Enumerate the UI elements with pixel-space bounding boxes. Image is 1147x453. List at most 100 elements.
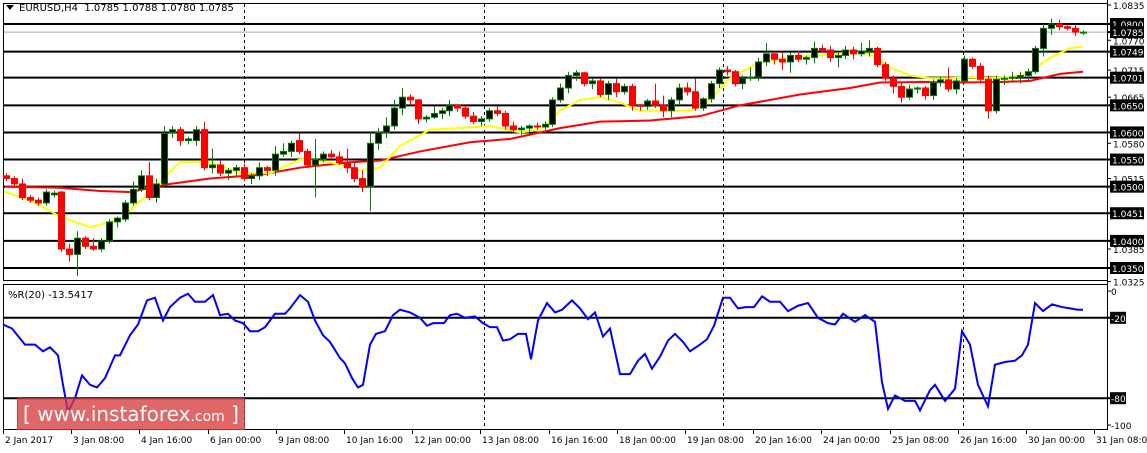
- wpr-tick-label: 0: [1111, 288, 1117, 298]
- bull-candle: [423, 115, 430, 123]
- bear-candle: [660, 95, 667, 118]
- candle-body: [510, 125, 517, 131]
- bull-candle: [431, 106, 438, 119]
- candle-body: [914, 87, 921, 90]
- candle-body: [233, 167, 240, 171]
- price-axis[interactable]: 1.08351.07701.07151.06651.05801.05151.03…: [1107, 0, 1145, 430]
- bull-candle: [708, 80, 715, 103]
- bull-candle: [256, 162, 263, 181]
- bull-candle: [233, 164, 240, 176]
- bull-candle: [185, 136, 192, 145]
- bull-candle: [644, 98, 651, 110]
- candle-body: [858, 50, 865, 55]
- price-level-badge: [1110, 234, 1144, 247]
- candle-body: [874, 47, 881, 66]
- bull-candle: [367, 132, 374, 212]
- bull-candle: [542, 121, 549, 130]
- wpr-axis[interactable]: 0 -20 -80 -100: [1107, 288, 1132, 432]
- candle-body: [1025, 71, 1032, 77]
- time-tick-label: 16 Jan 16:00: [551, 436, 608, 446]
- bear-candle: [985, 75, 992, 119]
- candle-body: [446, 104, 453, 112]
- candle-body: [248, 175, 255, 180]
- candle-body: [819, 47, 826, 51]
- candle-body: [890, 77, 897, 87]
- candle-body: [478, 118, 485, 123]
- bear-candle: [922, 85, 929, 100]
- price-level-label: 1.0701: [1112, 75, 1144, 85]
- price-level-label: 1.0600: [1112, 129, 1144, 139]
- bull-candle: [1001, 75, 1008, 85]
- bull-candle: [993, 75, 1000, 114]
- candle-body: [652, 100, 659, 106]
- bear-candle: [779, 52, 786, 71]
- bull-candle: [549, 97, 556, 128]
- candle-body: [724, 69, 731, 73]
- bull-candle: [937, 77, 944, 87]
- bear-candle: [201, 121, 208, 171]
- candle-body: [732, 71, 739, 85]
- candle-body: [898, 85, 905, 98]
- bull-candle: [1040, 24, 1047, 57]
- candle-body: [763, 53, 770, 63]
- bear-candle: [66, 243, 73, 262]
- bear-candle: [177, 127, 184, 146]
- bull-candle: [1009, 71, 1016, 83]
- bear-candle: [217, 160, 224, 176]
- bear-candle: [732, 70, 739, 87]
- bull-candle: [858, 42, 865, 57]
- bear-candle: [1064, 24, 1071, 31]
- candle-body: [280, 150, 287, 155]
- candle-body: [573, 72, 580, 77]
- time-tick-label: 9 Jan 08:00: [278, 436, 330, 446]
- bull-candle: [114, 216, 121, 228]
- bear-candle: [874, 46, 881, 68]
- bear-candle: [613, 78, 620, 98]
- candle-body: [391, 107, 398, 127]
- bull-candle: [399, 87, 406, 116]
- bear-candle: [827, 45, 834, 62]
- candle-body: [542, 123, 549, 128]
- price-level-label: 1.0350: [1112, 265, 1144, 275]
- price-level-label: 1.0785: [1112, 29, 1144, 39]
- bull-candle: [272, 146, 279, 176]
- candle-body: [1072, 27, 1079, 33]
- bull-candle: [225, 167, 232, 181]
- candle-body: [336, 156, 343, 163]
- candle-body: [35, 199, 42, 204]
- candle-body: [1032, 47, 1039, 73]
- wpr-level-badge: [1110, 311, 1126, 324]
- candle-body: [169, 129, 176, 133]
- candle-body: [98, 240, 105, 250]
- bull-candle: [787, 52, 794, 73]
- candle-body: [565, 75, 572, 89]
- bull-candle: [43, 189, 50, 206]
- bull-candle: [668, 97, 675, 118]
- bull-candle: [1017, 71, 1024, 84]
- bull-candle: [391, 99, 398, 130]
- candle-body: [494, 110, 501, 114]
- dropdown-triangle-icon[interactable]: [6, 5, 14, 10]
- bear-candle: [146, 162, 153, 201]
- candle-body: [367, 142, 374, 188]
- candle-body: [27, 197, 34, 201]
- time-tick-label: 13 Jan 08:00: [482, 436, 539, 446]
- bull-candle: [676, 83, 683, 106]
- candle-body: [518, 127, 525, 131]
- time-tick-label: 19 Jan 08:00: [687, 436, 744, 446]
- candle-body: [161, 133, 168, 185]
- bear-candle: [977, 63, 984, 84]
- candle-body: [1009, 76, 1016, 79]
- candle-body: [969, 58, 976, 67]
- bull-candle: [835, 52, 842, 68]
- bull-candle: [700, 97, 707, 111]
- bear-candle: [90, 238, 97, 251]
- bear-candle: [684, 82, 691, 96]
- time-axis[interactable]: 2 Jan 2017 3 Jan 08:00 4 Jan 16:00 6 Jan 00…: [3, 429, 1147, 446]
- bull-candle: [906, 84, 913, 100]
- candle-body: [82, 237, 89, 247]
- candle-body: [114, 217, 121, 223]
- candle-body: [264, 167, 271, 171]
